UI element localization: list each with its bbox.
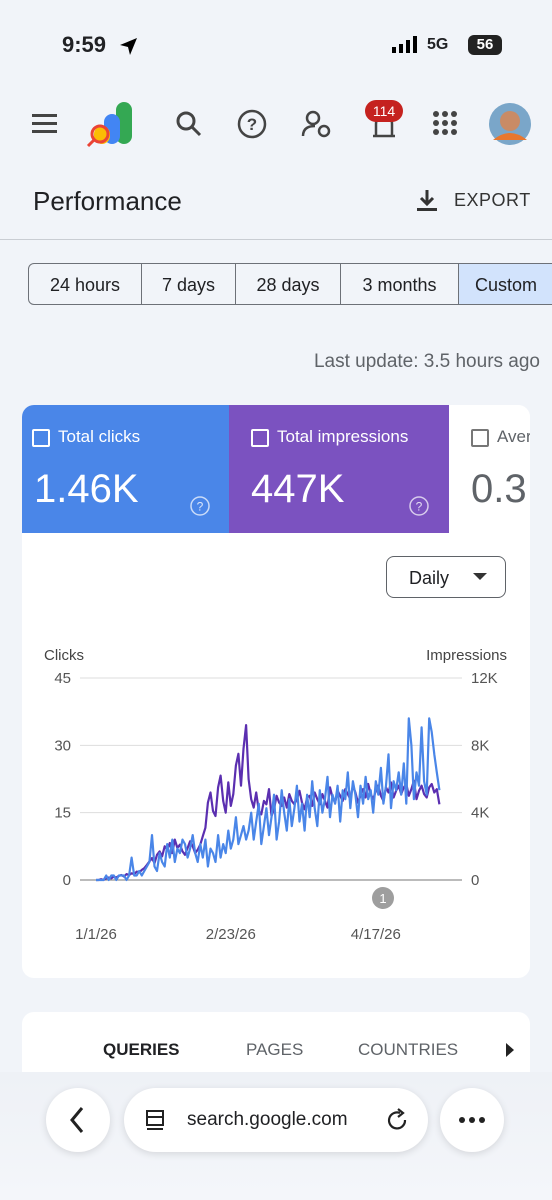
granularity-dropdown[interactable]: Daily (386, 556, 506, 598)
svg-text:?: ? (416, 500, 423, 514)
signal-icon (392, 36, 417, 53)
metric-label: Total clicks (58, 427, 141, 446)
help-icon[interactable]: ? (189, 495, 211, 517)
svg-text:?: ? (197, 500, 204, 514)
tabs-next[interactable] (505, 1042, 515, 1058)
back-icon (70, 1107, 84, 1133)
metric-value: 1.46K (34, 467, 139, 511)
app-logo[interactable] (86, 102, 132, 148)
date-range-tab[interactable]: 28 days (235, 263, 341, 305)
address-bar[interactable]: search.google.com (124, 1088, 428, 1152)
metric-card[interactable]: Total impressions 447K ? (229, 405, 449, 533)
status-time: 9:59 (62, 32, 107, 57)
date-range-tab[interactable]: 3 months (340, 263, 459, 305)
metric-label: Total impressions (277, 427, 409, 446)
metric-card[interactable]: Aver 0.3 (449, 405, 530, 533)
apps-icon[interactable] (433, 111, 457, 135)
network-label: 5G (427, 36, 449, 53)
date-range-tab[interactable]: 24 hours (28, 263, 142, 305)
metric-value: 447K (251, 467, 345, 511)
help-icon[interactable]: ? (408, 495, 430, 517)
dimension-tab[interactable]: PAGES (246, 1040, 304, 1059)
dropdown-label: Daily (409, 568, 450, 588)
help-icon[interactable]: ? (237, 109, 267, 139)
dimension-tab-selected[interactable]: QUERIES (103, 1040, 180, 1059)
dimension-tab[interactable]: COUNTRIES (358, 1040, 459, 1059)
last-update: Last update: 3.5 hours ago (313, 351, 540, 372)
admin-icon[interactable] (301, 110, 331, 138)
export-button[interactable]: EXPORT (454, 190, 531, 210)
location-icon (120, 38, 137, 55)
metric-label: Aver (497, 427, 530, 446)
notification-badge: 114 (365, 100, 403, 122)
metric-value: 0.3 (471, 467, 527, 511)
metric-card[interactable]: Total clicks 1.46K ? (22, 405, 229, 533)
checkbox[interactable] (251, 429, 269, 447)
more-button[interactable] (440, 1088, 504, 1152)
page-title: Performance (33, 186, 182, 216)
back-button[interactable] (46, 1088, 110, 1152)
date-range-tab-selected[interactable]: Custom (458, 263, 552, 305)
more-icon (459, 1117, 485, 1123)
dropdown-arrow (473, 573, 487, 580)
page-icon (146, 1110, 164, 1130)
checkbox[interactable] (32, 429, 50, 447)
reload-icon[interactable] (386, 1108, 410, 1132)
avatar[interactable] (489, 103, 531, 145)
url: search.google.com (187, 1109, 348, 1130)
menu-icon[interactable] (32, 114, 57, 133)
search-icon[interactable] (176, 111, 202, 137)
export-icon[interactable] (414, 188, 440, 214)
checkbox[interactable] (471, 429, 489, 447)
date-range-tab[interactable]: 7 days (141, 263, 236, 305)
divider (0, 239, 552, 240)
dimension-tabs (22, 1012, 530, 1072)
top-bar: ? (32, 102, 531, 148)
battery: 56 (468, 35, 502, 55)
svg-text:?: ? (247, 115, 257, 134)
